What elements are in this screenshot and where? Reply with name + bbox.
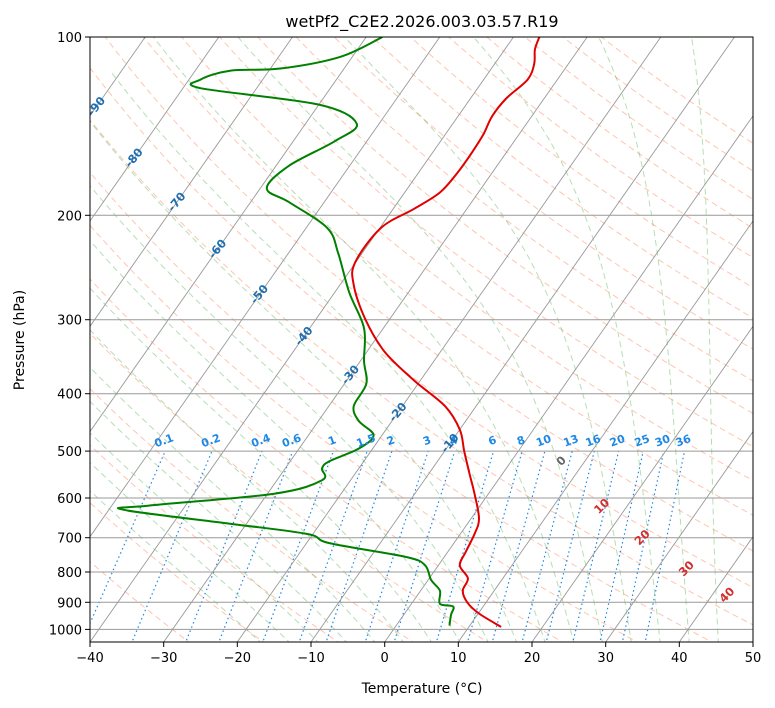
- mixing-ratio-line: [545, 450, 595, 642]
- isotherm-line: [678, 535, 753, 642]
- isotherm-line: [310, 37, 735, 642]
- x-tick-label: 0: [381, 651, 389, 666]
- x-tick-label: −30: [150, 651, 177, 666]
- y-tick-label: 600: [57, 492, 82, 507]
- x-axis-label: Temperature (°C): [361, 681, 483, 697]
- mixing-ratio-label: 36: [674, 432, 693, 450]
- dewpoint-profile-line: [116, 37, 455, 626]
- mixing-ratio-label: 0.2: [199, 431, 222, 450]
- mixing-ratio-label: 25: [633, 432, 652, 449]
- moist-adiabat: [90, 490, 261, 642]
- mixing-ratio-line: [521, 450, 573, 642]
- isotherm-line: [90, 37, 514, 642]
- dry-adiabat: [90, 224, 639, 642]
- isotherm-line: [384, 115, 753, 642]
- isotherm-line: [531, 325, 753, 642]
- dry-adiabat: [219, 37, 753, 448]
- temperature-profile-line: [351, 37, 541, 628]
- dry-adiabat: [90, 278, 564, 642]
- dry-adiabat: [90, 67, 753, 589]
- mixing-ratio-label: 30: [653, 432, 672, 450]
- mixing-ratio-label: 0.1: [153, 431, 176, 450]
- x-tick-label: −10: [297, 651, 324, 666]
- mixing-ratio-line: [644, 450, 686, 642]
- mixing-ratio-label: 0.4: [249, 431, 272, 450]
- dry-adiabats: [90, 37, 753, 642]
- y-tick-label: 1000: [49, 623, 82, 638]
- y-tick-label: 400: [57, 388, 82, 403]
- mixing-ratio-line: [185, 450, 263, 642]
- mixing-ratio-line: [572, 450, 620, 642]
- plot-frame: [89, 36, 754, 643]
- dry-adiabat: [295, 37, 753, 382]
- mixing-ratio-label: 16: [584, 432, 603, 450]
- mixing-ratio-label: 20: [608, 432, 627, 450]
- mixing-ratio-line: [599, 450, 644, 642]
- isobar-gridlines: [90, 37, 753, 630]
- mixing-ratio-line: [131, 450, 213, 642]
- mixing-ratio-line: [262, 450, 334, 642]
- mixing-ratio-line: [218, 450, 294, 642]
- mixing-ratio-label: 4: [448, 433, 460, 448]
- chart-title: wetPf2_C2E2.2026.003.03.57.R19: [285, 12, 558, 32]
- x-tick-label: 50: [745, 651, 762, 666]
- y-tick-label: 200: [57, 209, 82, 224]
- mixing-ratio-label: 8: [515, 433, 527, 448]
- y-tick-label: 700: [57, 532, 82, 547]
- dry-adiabat: [600, 37, 753, 144]
- sounding-series: [116, 37, 541, 628]
- x-tick-label: −40: [76, 651, 103, 666]
- isotherm-line: [90, 37, 220, 222]
- dry-adiabat: [562, 37, 753, 172]
- x-tick-label: 40: [671, 651, 688, 666]
- x-tick-label: −20: [224, 651, 251, 666]
- mixing-ratio-label: 6: [487, 433, 499, 448]
- mixing-ratio-lines: [90, 450, 686, 642]
- y-tick-label: 800: [57, 566, 82, 581]
- mixing-ratio-label: 13: [562, 432, 581, 449]
- y-tick-label: 500: [57, 445, 82, 460]
- dry-adiabat: [90, 444, 340, 642]
- x-tick-label: 30: [597, 651, 614, 666]
- axes: −40 −30 −20 −10 0 10 20 30 40 50 1000 900 800 700 600 5…: [49, 31, 761, 666]
- y-axis-label: Pressure (hPa): [12, 290, 28, 390]
- dry-adiabat: [104, 37, 753, 552]
- mixing-ratio-label: 2: [385, 433, 397, 448]
- x-tick-label: 10: [450, 651, 467, 666]
- moist-adiabat: [111, 72, 546, 642]
- isotherm-line: [90, 37, 441, 538]
- isotherm-line: [90, 37, 293, 328]
- y-tick-label: 100: [57, 31, 82, 46]
- mixing-ratio-label: 0.6: [280, 431, 303, 450]
- x-tick-label: 20: [524, 651, 541, 666]
- dry-adiabat: [257, 37, 753, 414]
- y-tick-label: 900: [57, 596, 82, 611]
- mixing-ratio-label: 1.5: [355, 431, 378, 450]
- moist-adiabat: [90, 287, 433, 642]
- moist-adiabat: [90, 239, 461, 642]
- dry-adiabat: [90, 119, 753, 626]
- dry-adiabat: [90, 387, 414, 642]
- isotherm-line: [457, 220, 753, 642]
- dry-adiabat: [142, 37, 753, 516]
- isotherm-line: [605, 430, 753, 642]
- y-tick-label: 300: [57, 314, 82, 329]
- mixing-ratio-line: [621, 450, 665, 642]
- mixing-ratio-line: [491, 450, 546, 642]
- moist-adiabat: [90, 461, 290, 642]
- mixing-ratio-label: 10: [534, 432, 553, 450]
- mixing-ratio-label: 1: [326, 433, 338, 448]
- moist-adiabat: [90, 366, 376, 642]
- dry-adiabat: [524, 37, 753, 200]
- mixing-ratio-label: 3: [421, 433, 433, 448]
- moist-adiabat: [90, 120, 518, 642]
- dry-adiabat: [180, 37, 753, 482]
- isotherm-line: [236, 37, 662, 642]
- mixing-ratio-line: [466, 450, 523, 642]
- isotherm-line: [90, 37, 367, 433]
- dry-adiabat: [333, 37, 753, 350]
- mixing-ratio-line: [90, 450, 166, 625]
